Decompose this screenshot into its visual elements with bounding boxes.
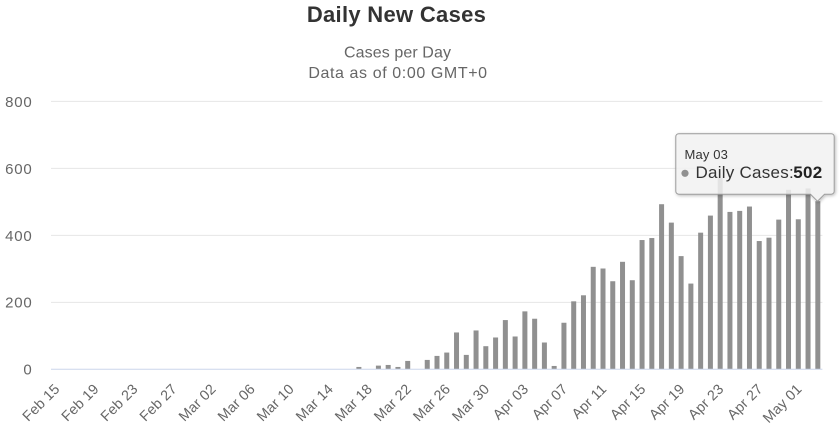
svg-text:Daily New Cases: Daily New Cases	[307, 2, 486, 27]
svg-text:Data as of 0:00 GMT+0: Data as of 0:00 GMT+0	[308, 65, 487, 82]
svg-text:0: 0	[23, 362, 32, 379]
svg-text:400: 400	[5, 228, 32, 245]
svg-text:200: 200	[5, 295, 32, 312]
svg-text:Daily Cases:: Daily Cases:	[696, 163, 794, 182]
svg-text:502: 502	[793, 163, 822, 182]
svg-text:600: 600	[5, 161, 32, 178]
svg-text:May 03: May 03	[685, 147, 729, 162]
svg-text:800: 800	[5, 94, 32, 111]
svg-text:Cases per Day: Cases per Day	[344, 45, 451, 62]
